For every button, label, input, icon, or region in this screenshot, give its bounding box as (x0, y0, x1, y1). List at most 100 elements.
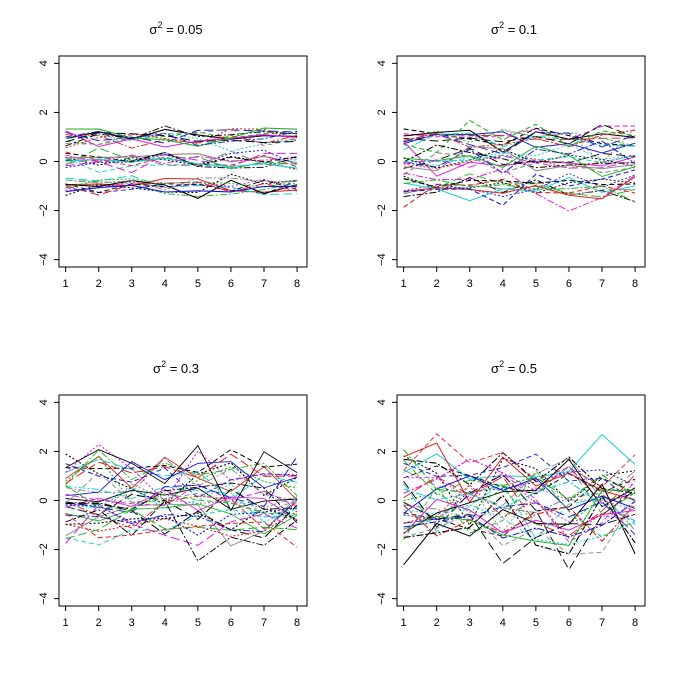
series-line (403, 503, 636, 543)
series-line (65, 504, 298, 546)
y-tick-label: −4 (38, 253, 50, 266)
series-line (65, 147, 298, 170)
series-line (403, 489, 636, 547)
series-line (403, 486, 636, 526)
series-line (403, 501, 636, 565)
x-tick-label: 2 (434, 617, 440, 629)
series-line (65, 125, 298, 147)
y-tick-label: 0 (376, 497, 388, 503)
x-tick-label: 7 (261, 278, 267, 290)
series-line (65, 177, 298, 191)
series-line (403, 433, 636, 488)
series-line (65, 483, 298, 507)
series-line (403, 140, 636, 174)
y-tick-label: 2 (38, 109, 50, 115)
series-line (65, 154, 298, 164)
series-line (65, 513, 298, 548)
series-line (403, 178, 636, 208)
panel-title: σ2 = 0.3 (153, 359, 199, 376)
y-tick-label: 4 (376, 399, 388, 405)
y-tick-label: −2 (38, 204, 50, 217)
x-tick-label: 7 (261, 617, 267, 629)
series-line (403, 131, 636, 155)
title-superscript: 2 (499, 20, 504, 30)
y-tick-label: −2 (38, 543, 50, 556)
title-symbol: σ (153, 361, 161, 376)
series-line (403, 154, 636, 164)
series-line (65, 127, 298, 147)
title-superscript: 2 (157, 20, 162, 30)
series-line (65, 178, 298, 191)
series-line (403, 169, 636, 207)
series-line (65, 157, 298, 173)
series-line (65, 483, 298, 517)
title-symbol: σ (149, 22, 157, 37)
x-tick-label: 4 (162, 617, 168, 629)
series-line (403, 465, 636, 495)
title-superscript: 2 (161, 359, 166, 369)
series-line (403, 494, 636, 555)
title-value: = 0.3 (166, 361, 199, 376)
x-tick-label: 5 (533, 617, 539, 629)
series-line (65, 444, 298, 512)
series-line (403, 168, 636, 212)
series-line (65, 496, 298, 547)
x-tick-label: 8 (632, 278, 638, 290)
series-group (65, 125, 298, 200)
series-line (65, 179, 298, 197)
series-line (403, 176, 636, 200)
series-line (403, 504, 636, 545)
series-line (65, 455, 298, 501)
series-line (65, 178, 298, 189)
series-line (403, 145, 636, 178)
series-line (65, 495, 298, 530)
y-tick-label: 0 (38, 497, 50, 503)
x-tick-label: 8 (294, 278, 300, 290)
series-line (65, 449, 298, 473)
series-line (403, 177, 636, 202)
y-tick-label: 4 (38, 399, 50, 405)
x-tick-label: 3 (129, 617, 135, 629)
series-line (403, 183, 636, 196)
y-tick-label: 4 (38, 60, 50, 66)
x-tick-label: 1 (63, 617, 69, 629)
series-line (65, 503, 298, 535)
x-tick-label: 6 (566, 617, 572, 629)
plot-frame (396, 55, 646, 268)
panel-title: σ2 = 0.05 (149, 20, 202, 37)
series-line (403, 128, 636, 164)
x-tick-label: 7 (599, 617, 605, 629)
y-tick-label: −4 (38, 592, 50, 605)
title-value: = 0.1 (504, 22, 537, 37)
series-line (65, 132, 298, 152)
series-line (65, 453, 298, 484)
series-line (403, 501, 636, 536)
x-tick-label: 3 (467, 617, 473, 629)
x-tick-label: 2 (96, 617, 102, 629)
series-line (403, 474, 636, 537)
x-tick-label: 6 (228, 278, 234, 290)
x-tick-label: 3 (129, 278, 135, 290)
x-tick-label: 1 (63, 278, 69, 290)
series-line (65, 153, 298, 164)
series-line (403, 472, 636, 543)
title-superscript: 2 (499, 359, 504, 369)
x-tick-label: 7 (599, 278, 605, 290)
series-line (403, 457, 636, 506)
x-tick-label: 2 (96, 278, 102, 290)
series-line (403, 499, 636, 555)
x-tick-label: 8 (632, 617, 638, 629)
series-group (403, 119, 636, 212)
x-tick-label: 8 (294, 617, 300, 629)
title-value: = 0.05 (162, 22, 202, 37)
x-tick-label: 2 (434, 278, 440, 290)
series-line (65, 155, 298, 171)
series-line (65, 131, 298, 145)
series-line (65, 184, 298, 193)
series-line (403, 123, 636, 145)
y-tick-label: −2 (376, 543, 388, 556)
series-line (65, 504, 298, 536)
